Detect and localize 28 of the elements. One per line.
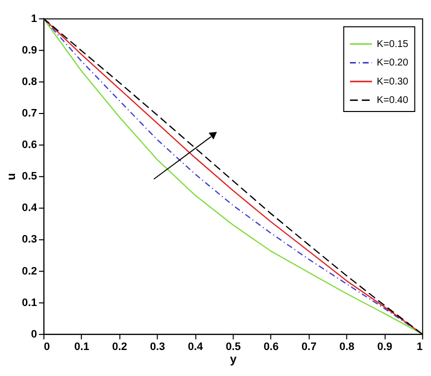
x-tick-label: 0.5 [226,341,241,354]
y-tick-label: 0.3 [22,234,37,246]
legend-label: K=0.15 [376,38,409,50]
y-tick-label: 0.7 [22,107,37,120]
x-tick-label: 0.2 [112,341,128,354]
y-axis-title: u [4,173,18,180]
x-tick-label: 1 [416,341,423,354]
legend-label: K=0.20 [376,58,409,69]
y-tick-label: 0.2 [22,265,37,278]
x-tick-label: 0.3 [150,341,166,354]
x-tick-label: 0.6 [264,341,279,354]
y-tick-label: 0.1 [22,296,37,309]
x-tick-label: 0.8 [339,341,354,354]
legend-label: K=0.30 [376,76,409,88]
x-tick-label: 0.9 [377,341,392,354]
y-tick-label: 1 [30,12,37,25]
legend-label: K=0.40 [376,95,409,106]
x-axis-title: y [230,352,237,366]
x-tick-label: 0.7 [301,341,317,354]
x-tick-label: 0 [44,341,50,354]
y-tick-label: 0.8 [22,76,37,88]
y-tick-label: 0.9 [22,44,37,56]
x-tick-label: 0.1 [74,341,90,354]
y-tick-label: 0.5 [22,170,37,183]
x-tick-label: 0.4 [188,341,203,354]
y-tick-label: 0.4 [22,202,37,214]
y-tick-label: 0.6 [22,139,37,152]
y-tick-label: 0 [30,328,37,340]
